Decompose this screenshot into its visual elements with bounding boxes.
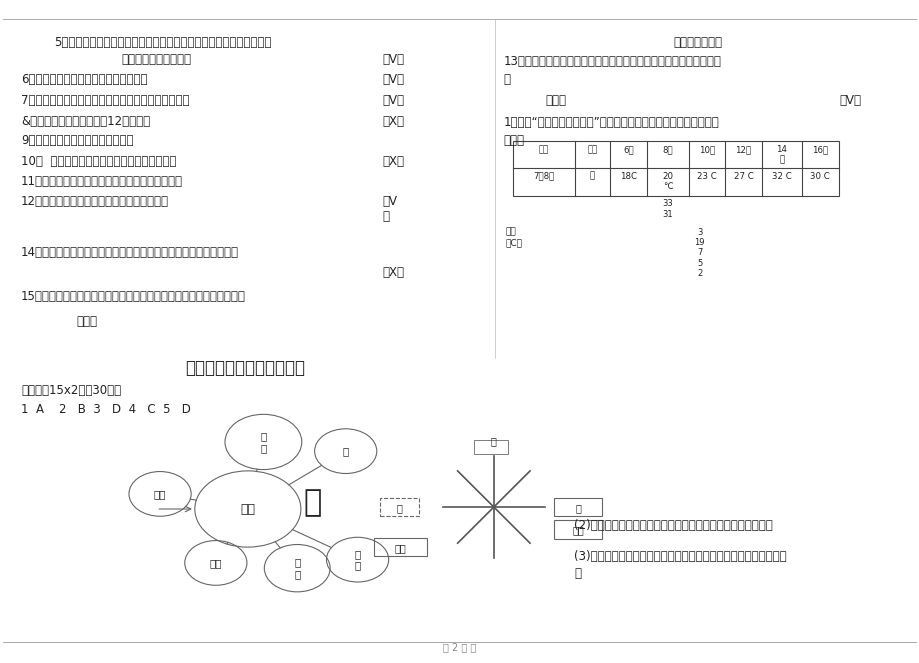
Text: 北: 北 xyxy=(491,436,496,446)
Text: (2)	有哪些办法可以加速溶解？（把糖块碎碸，加热，搞拌，: (2) 有哪些办法可以加速溶解？（把糖块碎碸，加热，搞拌， xyxy=(573,519,772,532)
Text: (3)	溶解的时候，发现溶液里面有沙子，怎么样可以获得纯净的糖: (3) 溶解的时候，发现溶液里面有沙子，怎么样可以获得纯净的糖 xyxy=(573,550,786,563)
Text: 6时: 6时 xyxy=(622,145,633,154)
Text: （V）: （V） xyxy=(838,93,860,107)
Text: 肺: 肺 xyxy=(342,446,348,456)
Text: 30 C: 30 C xyxy=(810,172,829,181)
Text: 7、骨骼支撑着我们的身体，保护着我们的内脏器官。: 7、骨骼支撑着我们的身体，保护着我们的内脏器官。 xyxy=(21,93,189,107)
Text: 气温
（C）: 气温 （C） xyxy=(505,227,522,247)
Text: 西: 西 xyxy=(396,503,403,512)
Bar xyxy=(553,520,601,538)
Text: 10、  不同物质，在水中的溶解能力是一样的。: 10、 不同物质，在水中的溶解能力是一样的。 xyxy=(21,155,176,168)
Text: 12时: 12时 xyxy=(734,145,751,154)
Text: 12、搞拌、加热可以加速食盐在水中的溶解。: 12、搞拌、加热可以加速食盐在水中的溶解。 xyxy=(21,196,169,208)
Text: 10时: 10时 xyxy=(698,145,714,154)
Text: ）: ） xyxy=(382,210,389,223)
Text: 天气: 天气 xyxy=(587,145,597,154)
Text: 9、声音的强弱可以用音量来描述。: 9、声音的强弱可以用音量来描述。 xyxy=(21,135,133,147)
Text: 水: 水 xyxy=(573,567,581,580)
Text: 扑灭。: 扑灭。 xyxy=(76,315,96,328)
Text: 3
19
7
5
2: 3 19 7 5 2 xyxy=(694,227,704,278)
Text: 第 2 页 共: 第 2 页 共 xyxy=(443,642,476,652)
Bar xyxy=(473,440,508,454)
Text: 晴: 晴 xyxy=(589,172,595,181)
Text: 15、	实验中，万一有酒精在灯外燃烧，不要惊慕，可用湿抄布或沙土: 15、 实验中，万一有酒精在灯外燃烧，不要惊慕，可用湿抄布或沙土 xyxy=(21,290,245,303)
Text: 27 C: 27 C xyxy=(732,172,753,181)
Text: 18C: 18C xyxy=(619,172,636,181)
Text: 西南: 西南 xyxy=(394,543,406,553)
Text: 大
脑: 大 脑 xyxy=(260,431,267,453)
Text: 四、实验分析题: 四、实验分析题 xyxy=(673,36,721,48)
Text: 23 C: 23 C xyxy=(697,172,716,181)
Text: 问题。: 问题。 xyxy=(504,135,525,147)
Text: 11、	过高或过强的声音有可能损伤我们的听力。: 11、 过高或过强的声音有可能损伤我们的听力。 xyxy=(21,175,183,188)
Text: 日期: 日期 xyxy=(539,145,549,154)
Bar xyxy=(553,498,601,516)
Text: 1、根据“一天的气温记录表”，画出气温变化柱形图，并回答后面的: 1、根据“一天的气温记录表”，画出气温变化柱形图，并回答后面的 xyxy=(504,116,719,129)
Text: 32 C: 32 C xyxy=(771,172,791,181)
Text: 14
时: 14 时 xyxy=(776,145,787,164)
Text: 33
31: 33 31 xyxy=(662,200,672,219)
Text: 6、声音在不同物质中传播的情况不同。: 6、声音在不同物质中传播的情况不同。 xyxy=(21,73,147,86)
Text: 13、	一个物体在力的作用下，不断重复地做往返运动，这种运动称: 13、 一个物体在力的作用下，不断重复地做往返运动，这种运动称 xyxy=(504,56,721,68)
Text: 20
℃: 20 ℃ xyxy=(662,172,673,191)
Text: 7月8日: 7月8日 xyxy=(533,172,554,181)
Text: 为: 为 xyxy=(504,73,510,86)
Text: 四肢: 四肢 xyxy=(210,558,221,568)
Text: （X）: （X） xyxy=(382,266,403,278)
Text: （V: （V xyxy=(382,196,397,208)
Text: （: （ xyxy=(303,488,322,517)
Text: &气象学家通常把风速记为12个等级。: &气象学家通常把风速记为12个等级。 xyxy=(21,115,150,127)
Text: 跑步: 跑步 xyxy=(240,503,255,516)
Text: 16时: 16时 xyxy=(811,145,827,154)
Text: 大脑: 大脑 xyxy=(153,489,166,499)
Text: 8时: 8时 xyxy=(662,145,672,154)
Bar xyxy=(374,538,426,556)
Text: 14、	云分三类：积云、层云、卷云。层云通常与晴好天气相联系。: 14、 云分三类：积云、层云、卷云。层云通常与晴好天气相联系。 xyxy=(21,246,239,259)
Bar xyxy=(380,498,418,516)
Text: 第一题：15x2分（30分）: 第一题：15x2分（30分） xyxy=(21,384,121,397)
Text: （V）: （V） xyxy=(382,93,403,107)
Text: 四年级上学期期末考试答案: 四年级上学期期末考试答案 xyxy=(185,359,305,377)
Text: 心
口: 心 口 xyxy=(354,549,360,570)
Text: （X）: （X） xyxy=(382,155,403,168)
Text: 如盐可以溶解在水中。: 如盐可以溶解在水中。 xyxy=(121,54,191,66)
Bar xyxy=(513,141,838,196)
Text: 东: 东 xyxy=(574,503,580,512)
Text: 骨
骼: 骨 骼 xyxy=(294,558,300,579)
Text: 振动。: 振动。 xyxy=(544,93,565,107)
Text: （V）: （V） xyxy=(382,54,403,66)
Text: 东南: 东南 xyxy=(572,525,584,535)
Text: （X）: （X） xyxy=(382,115,403,127)
Text: 5、物质在溶解在水里，形成均匀、透明、稳定的溶液，称为溶解，例: 5、物质在溶解在水里，形成均匀、透明、稳定的溶液，称为溶解，例 xyxy=(54,36,271,48)
Text: （V）: （V） xyxy=(382,73,403,86)
Text: 1  A    2   B  3   D  4   C  5   D: 1 A 2 B 3 D 4 C 5 D xyxy=(21,402,191,416)
